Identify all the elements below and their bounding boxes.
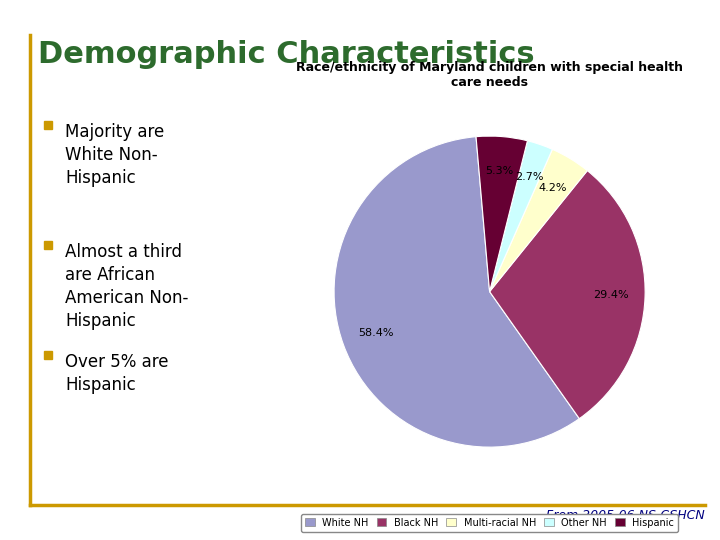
Text: Demographic Characteristics: Demographic Characteristics — [38, 40, 535, 69]
Wedge shape — [334, 137, 580, 447]
Wedge shape — [490, 149, 588, 292]
Text: 5.3%: 5.3% — [485, 166, 513, 176]
Wedge shape — [490, 171, 645, 418]
Wedge shape — [490, 141, 552, 292]
Text: Almost a third
are African
American Non-
Hispanic: Almost a third are African American Non-… — [65, 243, 189, 330]
Legend: White NH, Black NH, Multi-racial NH, Other NH, Hispanic: White NH, Black NH, Multi-racial NH, Oth… — [301, 514, 678, 532]
Wedge shape — [476, 136, 528, 292]
Text: 58.4%: 58.4% — [358, 328, 393, 339]
Text: From 2005-06 NS-CSHCN: From 2005-06 NS-CSHCN — [546, 509, 705, 522]
Text: 29.4%: 29.4% — [593, 291, 629, 300]
Text: 4.2%: 4.2% — [539, 183, 567, 193]
Text: Majority are
White Non-
Hispanic: Majority are White Non- Hispanic — [65, 123, 164, 187]
Text: 2.7%: 2.7% — [515, 172, 543, 182]
Text: Over 5% are
Hispanic: Over 5% are Hispanic — [65, 353, 168, 394]
Title: Race/ethnicity of Maryland children with special health
care needs: Race/ethnicity of Maryland children with… — [296, 61, 683, 89]
